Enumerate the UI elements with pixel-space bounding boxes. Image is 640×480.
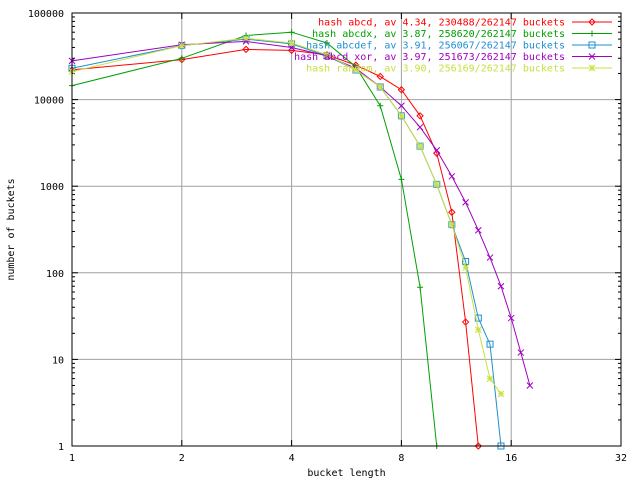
data-point [462, 264, 469, 271]
legend-label: hash abcd, av 4.34, 230488/262147 bucket… [318, 18, 565, 29]
legend-marker [589, 30, 595, 37]
data-point [377, 102, 384, 109]
data-point [376, 72, 384, 81]
data-point [398, 176, 405, 183]
data-point [416, 123, 424, 131]
data-point [486, 375, 494, 382]
series-line [71, 48, 479, 447]
y-tick-label: 100000 [28, 9, 64, 20]
legend-marker [588, 41, 596, 49]
legend-marker [588, 53, 596, 60]
data-point [398, 112, 405, 120]
y-tick-label: 1000 [40, 182, 64, 193]
data-point [242, 45, 250, 54]
series-line [71, 40, 531, 386]
legend: hash abcd, av 4.34, 230488/262147 bucket… [294, 18, 612, 75]
data-point [433, 181, 441, 188]
plot-frame [71, 12, 622, 447]
data-point [376, 83, 384, 91]
y-tick-label: 1 [58, 442, 64, 453]
data-point [178, 42, 186, 49]
data-point [448, 172, 456, 180]
data-point [397, 86, 406, 94]
x-tick-label: 8 [398, 453, 404, 464]
data-point [526, 382, 534, 389]
x-tick-label: 32 [615, 453, 627, 464]
data-point [462, 258, 470, 266]
data-point [462, 199, 469, 206]
x-tick-label: 1 [69, 453, 75, 464]
grid [72, 13, 621, 446]
data-point [497, 282, 505, 290]
legend-label: hash random, av 3.90, 256169/262147 buck… [306, 64, 565, 75]
x-axis-label: bucket length [307, 468, 385, 479]
data-point [288, 39, 295, 47]
x-tick-label: 16 [505, 453, 517, 464]
data-point [288, 29, 295, 36]
data-point [448, 221, 456, 228]
data-point [323, 40, 330, 47]
data-point [242, 34, 250, 42]
data-point [433, 146, 441, 154]
data-point [242, 38, 250, 45]
data-point [323, 51, 331, 59]
series-line [71, 31, 438, 447]
series-layer [68, 29, 534, 450]
data-point [416, 112, 424, 120]
y-tick-label: 10000 [34, 96, 64, 107]
legend-marker [588, 64, 596, 72]
data-point [416, 142, 424, 150]
data-point [417, 284, 424, 291]
legend-marker [588, 18, 596, 26]
x-tick-label: 4 [289, 453, 295, 464]
data-point [517, 349, 525, 356]
data-point [352, 66, 360, 74]
legend-label: hash abcdef, av 3.91, 256067/262147 buck… [306, 41, 565, 52]
legend-label: hash abcdx, av 3.87, 258620/262147 bucke… [312, 29, 565, 40]
data-point [178, 55, 185, 62]
data-point [507, 314, 515, 322]
data-point [474, 314, 482, 322]
data-point [474, 442, 483, 450]
y-tick-label: 100 [46, 269, 64, 280]
data-point [497, 390, 505, 398]
legend-label: hash abcd xor, av 3.97, 251673/262147 bu… [294, 52, 565, 63]
data-point [486, 340, 494, 348]
data-point [474, 226, 482, 234]
data-point [461, 318, 470, 326]
data-point [448, 208, 456, 216]
y-tick-label: 10 [52, 355, 64, 366]
y-axis-label: number of buckets [6, 178, 17, 280]
data-point [474, 326, 482, 334]
x-tick-label: 2 [179, 453, 185, 464]
data-point [398, 102, 405, 110]
data-point [486, 254, 494, 261]
